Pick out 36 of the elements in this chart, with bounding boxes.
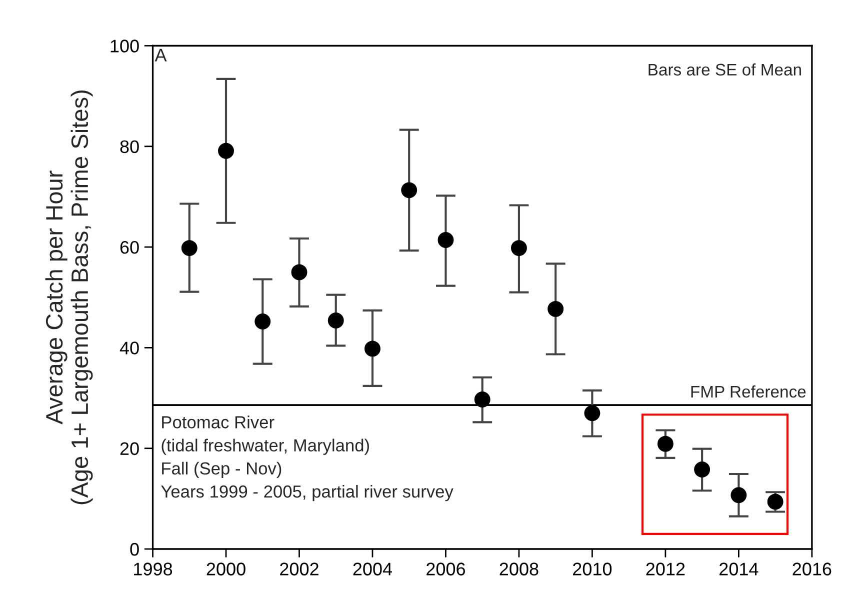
point — [291, 264, 308, 280]
point — [548, 300, 564, 317]
point — [694, 462, 710, 478]
x-tick-label: 2008 — [500, 562, 538, 576]
annotation: Potomac River (tidal freshwater, Maryland) Fall (Sep - Nov) Years 1999 - 2005, partial river survey — [161, 416, 454, 502]
point — [584, 405, 600, 422]
ref-line-label: FMP Reference — [691, 385, 806, 398]
x-tick-label: 2014 — [720, 562, 758, 576]
point — [510, 240, 527, 256]
x-tick-label: 2002 — [280, 562, 318, 576]
x-tick-label: 2004 — [353, 562, 392, 576]
x-tick-label: 2000 — [206, 562, 246, 576]
x-tick-label: 2012 — [646, 562, 685, 576]
y-tick-label: 0 — [130, 542, 139, 556]
annotation: Bars are SE of Mean — [648, 63, 801, 76]
point — [657, 436, 674, 452]
x-tick-label: 2010 — [573, 562, 612, 576]
point — [401, 182, 418, 198]
point — [474, 392, 490, 408]
x-tick-label: 1998 — [134, 562, 172, 576]
annotation: A — [154, 48, 167, 62]
y-tick-label: 20 — [120, 442, 139, 456]
x-tick-label: 2016 — [792, 562, 832, 576]
y-tick-label: 60 — [120, 240, 139, 254]
point — [181, 240, 198, 256]
y-axis-title: Average Catch per Hour (Age 1+ Largemouth Bass, Prime Sites) — [45, 90, 93, 504]
y-tick-label: 80 — [120, 140, 139, 154]
x-tick-label: 2006 — [426, 562, 466, 576]
point — [730, 487, 747, 504]
y-tick-label: 40 — [120, 342, 139, 354]
point — [328, 312, 344, 328]
point — [218, 142, 234, 159]
y-tick-label: 100 — [110, 40, 139, 52]
point — [364, 340, 380, 357]
point — [254, 314, 271, 330]
point — [438, 232, 454, 248]
